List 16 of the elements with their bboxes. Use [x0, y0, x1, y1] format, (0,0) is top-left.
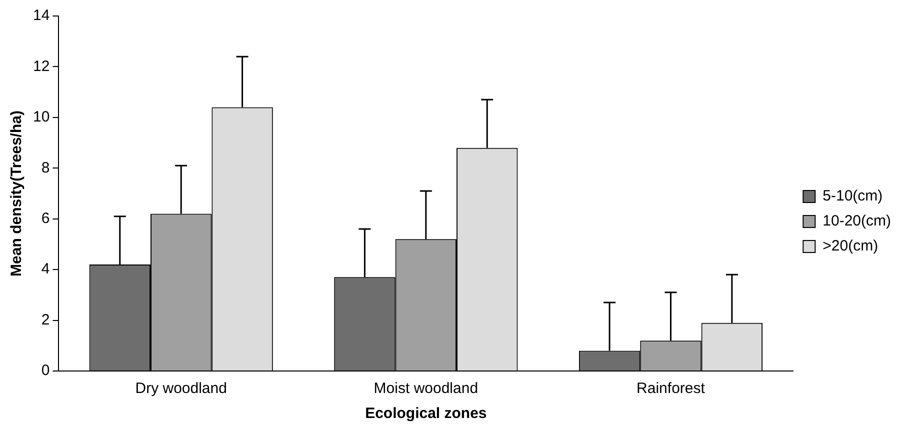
legend-label: 10-20(cm): [822, 212, 892, 230]
legend-label: >20(cm): [822, 238, 878, 255]
x-tick-label: Rainforest: [636, 380, 706, 398]
y-tick-label: 14: [32, 7, 50, 24]
x-tick-label: Dry woodland: [135, 380, 227, 398]
y-axis-title: Mean density(Trees/ha): [8, 110, 26, 276]
y-tick-label: 10: [32, 108, 50, 126]
y-tick-label: 12: [32, 58, 50, 75]
y-tick-label: 4: [41, 260, 50, 278]
y-tick-label: 2: [41, 311, 50, 328]
y-tick-label: 0: [41, 362, 50, 380]
x-axis-title: Ecological zones: [365, 405, 487, 422]
legend-label: 5-10(cm): [822, 188, 883, 205]
y-tick-label: 6: [41, 210, 50, 227]
y-tick-label: 8: [41, 159, 50, 176]
x-tick-label: Moist woodland: [374, 380, 478, 398]
